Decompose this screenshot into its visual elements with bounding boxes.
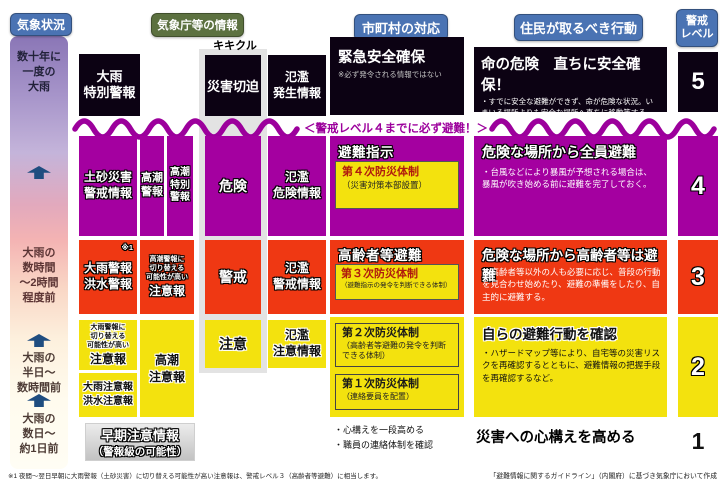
confirm-evacuation-title: 自らの避難行動を確認 bbox=[482, 327, 617, 342]
heavy-rain-emergency-warning-box: 大雨 特別警報 bbox=[79, 54, 140, 116]
header-jma-info: 気象庁等の情報 bbox=[151, 13, 244, 37]
kikikuru-warning-box: 警戒 bbox=[205, 240, 261, 314]
municipality-level3-box: 高齢者等避難 第３次防災体制 （避難指示の発令を判断できる体制） bbox=[330, 240, 464, 314]
footnote-left: ※1 夜間～翌日早朝に大雨警報（土砂災害）に切り替える可能性が高い注意報は、警戒… bbox=[8, 473, 383, 480]
elderly-evacuate-title: 危険な場所から高齢者等は避難 bbox=[482, 248, 658, 283]
elderly-evacuate-note: ・高齢者等以外の人も必要に応じ、普段の行動を見合わせ始めたり、避難の準備をしたり… bbox=[482, 267, 661, 302]
header-weather-conditions: 気象状況 bbox=[10, 13, 72, 36]
header-residents: 住民が取るべき行動 bbox=[514, 14, 643, 41]
storm-surge-advisory-upgrade-box: 高潮警報に 切り替える 可能性が高い 注意報 bbox=[140, 240, 194, 314]
residents-level3-box: 危険な場所から高齢者等は避難 ・高齢者等以外の人も必要に応じ、普段の行動を見合わ… bbox=[474, 240, 667, 314]
emergency-safety-note: ※必ず発令される情報ではない bbox=[338, 70, 442, 79]
flood-danger-info-box: 氾濫 危険情報 bbox=[268, 136, 326, 236]
timeline-days-before: 大雨の 数日～ 約1日前 bbox=[19, 413, 59, 455]
heavy-rain-flood-warning-box: ※1 大雨警報 洪水警報 bbox=[79, 240, 137, 314]
evacuate-all-note: ・台風などにより暴風が予想される場合は、暴風が吹き始める前に避難を完了しておく。 bbox=[482, 167, 652, 190]
landslide-warning-box: 土砂災害 警戒情報 bbox=[79, 136, 137, 236]
emergency-safety-title: 緊急安全確保 bbox=[338, 50, 425, 66]
municipality-level2-box: 第２次防災体制 （高齢者等避難の発令を判断できる体制） 第１次防災体制 （連絡要… bbox=[330, 317, 464, 417]
header-alert-level-label: 警戒 レベル bbox=[680, 15, 714, 40]
kikikuru-danger-box: 危険 bbox=[205, 136, 261, 236]
life-danger-title: 命の危険 直ちに安全確保！ bbox=[481, 57, 641, 94]
footnote-source: 「避難情報に関するガイドライン」（内閣府）に基づき気象庁において作成 bbox=[489, 473, 718, 480]
early-warning-info-box: 早期注意情報 （警報級の可能性） bbox=[85, 423, 195, 461]
elderly-evacuation-title: 高齢者等避難 bbox=[338, 248, 422, 263]
raise-awareness-title: 災害への心構えを高める bbox=[476, 430, 636, 446]
timeline-halfday-before: 大雨の 半日～ 数時間前 bbox=[17, 352, 61, 394]
timeline-hours-before: 大雨の 数時間 ～2時間 程度前 bbox=[19, 247, 59, 304]
storm-surge-warning-box: 高潮 警報 bbox=[140, 136, 164, 236]
header-alert-level: 警戒 レベル bbox=[676, 9, 718, 47]
footnote-ref-mark: ※1 bbox=[121, 243, 133, 252]
header-residents-label: 住民が取るべき行動 bbox=[519, 21, 637, 36]
residents-level2-box: 自らの避難行動を確認 ・ハザードマップ等により、自宅等の災害リスクを再確認すると… bbox=[474, 317, 667, 417]
disaster-response-phase4-box: 第４次防災体制 （災害対策本部設置） bbox=[335, 161, 459, 209]
disaster-response-phase3-box: 第３次防災体制 （避難指示の発令を判断できる体制） bbox=[335, 264, 459, 300]
flood-warning-info-box: 氾濫 警戒情報 bbox=[268, 240, 326, 314]
header-weather-conditions-label: 気象状況 bbox=[16, 18, 65, 32]
municipality-level4-box: 避難指示 第４次防災体制 （災害対策本部設置） bbox=[330, 136, 464, 236]
level-4-badge: 4 bbox=[678, 136, 718, 236]
kikikuru-label: キキクル bbox=[213, 39, 257, 52]
flood-occurrence-info-box: 氾濫 発生情報 bbox=[268, 55, 326, 116]
level-1-badge: 1 bbox=[691, 427, 705, 454]
residents-level5-box: 命の危険 直ちに安全確保！ ・すでに安全な避難ができず、命が危険な状況。いまいる… bbox=[474, 47, 667, 117]
disaster-response-phase2-box: 第２次防災体制 （高齢者等避難の発令を判断できる体制） bbox=[335, 323, 459, 367]
header-municipality-label: 市町村の対応 bbox=[361, 21, 440, 36]
kikikuru-caution-box: 注意 bbox=[205, 320, 261, 368]
level-2-badge: 2 bbox=[678, 317, 718, 417]
municipality-level5-box: 緊急安全確保 ※必ず発令される情報ではない bbox=[330, 37, 464, 115]
life-danger-note: ・すでに安全な避難ができず、命が危険な状況。いまいる場所よりも安全な場所へ直ちに… bbox=[481, 97, 654, 117]
municipality-level1-note: ・心構えを一段高める ・職員の連絡体制を確認 bbox=[334, 425, 434, 450]
level-5-badge: 5 bbox=[678, 52, 718, 112]
residents-level4-box: 危険な場所から全員避難 ・台風などにより暴風が予想される場合は、暴風が吹き始める… bbox=[474, 136, 667, 236]
evacuate-by-level4-banner: ＜警戒レベル４までに必ず避難！＞ bbox=[304, 122, 488, 135]
disaster-response-phase1-box: 第１次防災体制 （連絡要員を配置） bbox=[335, 374, 459, 410]
level-3-badge: 3 bbox=[678, 240, 718, 314]
heavy-rain-flood-advisory-box: 大雨注意報 洪水注意報 bbox=[79, 373, 137, 417]
storm-surge-emergency-warning-box: 高潮 特別 警報 bbox=[167, 136, 193, 236]
timeline-decades-rain: 数十年に 一度の 大雨 bbox=[17, 51, 61, 93]
evacuate-all-title: 危険な場所から全員避難 bbox=[482, 144, 636, 160]
confirm-evacuation-note: ・ハザードマップ等により、自宅等の災害リスクを再確認するとともに、避難情報の把握… bbox=[482, 348, 661, 383]
evacuation-order-title: 避難指示 bbox=[338, 145, 394, 160]
heavy-rain-advisory-upgrade-box: 大雨警報に 切り替える 可能性が高い 注意報 bbox=[79, 320, 137, 370]
flood-caution-info-box: 氾濫 注意情報 bbox=[268, 320, 326, 368]
storm-surge-advisory-box: 高潮 注意報 bbox=[140, 320, 194, 417]
header-jma-info-label: 気象庁等の情報 bbox=[157, 20, 238, 32]
kikikuru-disaster-imminent-box: 災害切迫 bbox=[205, 55, 261, 116]
